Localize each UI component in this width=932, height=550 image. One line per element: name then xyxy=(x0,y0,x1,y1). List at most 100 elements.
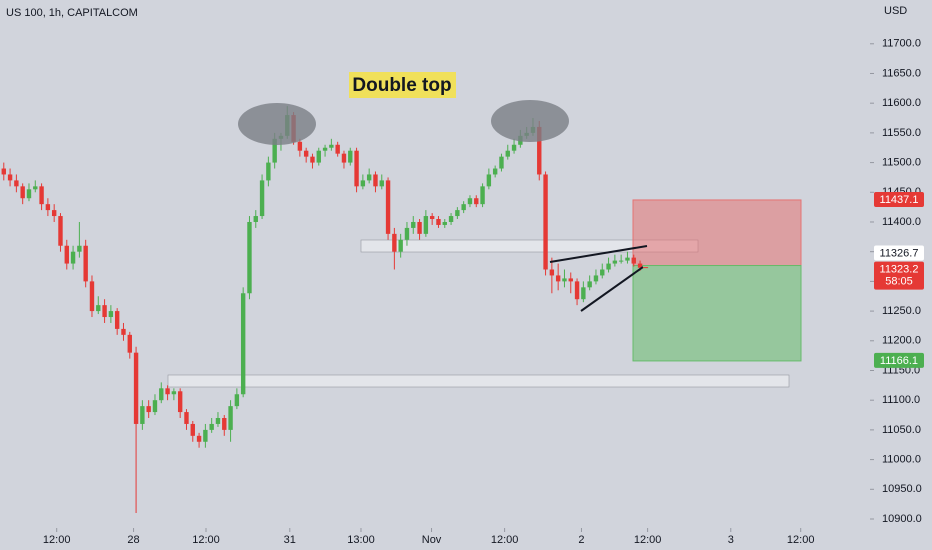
candle-body xyxy=(436,219,441,225)
entry-label-bg xyxy=(874,245,924,261)
candle-body xyxy=(190,423,195,436)
candle-body xyxy=(114,311,120,329)
candle-body xyxy=(70,251,76,264)
candle-body xyxy=(606,263,611,270)
candle-body xyxy=(121,328,126,335)
stop-label: 11437.1 xyxy=(880,194,919,206)
drawings: Double top xyxy=(238,72,648,312)
trend-line xyxy=(580,266,644,312)
stop-label-bg xyxy=(874,191,924,207)
candle-body xyxy=(253,216,258,222)
candle-body xyxy=(537,126,542,175)
x-tick-label: 2 xyxy=(578,534,584,546)
trend-line xyxy=(549,245,648,263)
candle-body xyxy=(379,180,384,187)
currency: USD xyxy=(884,5,907,17)
candle-body xyxy=(159,388,164,401)
candle-body xyxy=(33,186,38,190)
target-label-bg xyxy=(874,352,924,368)
candle-body xyxy=(467,198,473,205)
candle-body xyxy=(555,275,561,282)
x-tick-label: 12:00 xyxy=(491,534,519,546)
candle-body xyxy=(486,174,492,187)
candle-body xyxy=(83,245,88,282)
candle-body xyxy=(39,186,44,205)
candle-body xyxy=(240,293,246,395)
candle-body xyxy=(165,388,170,395)
candle-body xyxy=(266,162,271,181)
y-tick-label: 10900.0 xyxy=(882,513,922,525)
x-tick-label: 12:00 xyxy=(43,534,71,546)
candle-body xyxy=(593,275,599,282)
y-tick-label: 11400.0 xyxy=(882,216,921,228)
y-tick-label: 11600.0 xyxy=(882,97,921,109)
candle-body xyxy=(96,305,101,312)
candle-body xyxy=(329,144,334,148)
candle-body xyxy=(492,168,498,175)
candle-body xyxy=(543,174,548,270)
candle-body xyxy=(45,204,51,211)
candle-body xyxy=(411,221,416,228)
candle-body xyxy=(108,311,114,318)
candle-body xyxy=(637,263,643,268)
candle-body xyxy=(581,287,586,300)
candle-body xyxy=(14,180,19,187)
y-tick-label: 11000.0 xyxy=(882,453,921,465)
candle-body xyxy=(215,418,221,424)
last-price-label: 11323.2 xyxy=(880,264,919,276)
candle-body xyxy=(127,334,132,353)
y-tick-label: 11500.0 xyxy=(882,156,921,168)
candle-body xyxy=(404,227,410,240)
x-tick-label: 12:00 xyxy=(192,534,220,546)
candle-body xyxy=(209,423,214,430)
candle-body xyxy=(499,156,504,169)
countdown: 58:05 xyxy=(885,276,913,288)
candle-body xyxy=(505,150,510,157)
candle-body xyxy=(574,281,580,300)
candle-body xyxy=(562,278,567,282)
last-price-bg xyxy=(874,261,924,290)
y-tick-label: 11650.0 xyxy=(882,67,921,79)
candle-body xyxy=(373,174,378,187)
candle-body xyxy=(341,153,347,163)
support-zone xyxy=(167,374,790,388)
candle-body xyxy=(26,189,32,199)
candle-body xyxy=(631,257,636,264)
top-ellipse xyxy=(491,100,569,142)
candle-body xyxy=(429,216,435,220)
candle-body xyxy=(549,269,555,276)
candle-body xyxy=(152,400,158,413)
candle-body xyxy=(89,281,95,312)
candle-body xyxy=(568,278,573,282)
candle-body xyxy=(392,233,397,252)
candle-body xyxy=(184,412,189,424)
candle-body xyxy=(177,391,183,413)
candle-body xyxy=(1,168,6,175)
reward-zone xyxy=(632,265,802,362)
candle-body xyxy=(455,210,460,217)
candle-body xyxy=(480,186,485,205)
x-tick-label: 12:00 xyxy=(787,534,815,546)
y-tick-label: 10950.0 xyxy=(882,483,922,495)
annotation: Double top xyxy=(352,75,451,96)
candle-body xyxy=(360,180,366,187)
candle-body xyxy=(385,180,391,234)
candle-body xyxy=(303,150,309,157)
candle-body xyxy=(442,221,447,225)
candle-body xyxy=(461,204,466,211)
x-tick-label: 3 xyxy=(728,534,734,546)
candle-body xyxy=(58,216,63,246)
candle-body xyxy=(272,138,277,163)
chart-title: US 100, 1h, CAPITALCOM xyxy=(6,7,138,19)
candle-body xyxy=(171,391,177,395)
candle-body xyxy=(366,174,372,181)
x-tick-label: Nov xyxy=(422,534,442,546)
risk-zone xyxy=(632,199,802,267)
entry-label: 11326.7 xyxy=(880,247,919,259)
candle-body xyxy=(133,352,139,424)
candle-body xyxy=(146,406,151,413)
y-tick-label: 11700.0 xyxy=(882,38,921,50)
candle-body xyxy=(64,245,69,264)
candle-body xyxy=(7,174,13,181)
